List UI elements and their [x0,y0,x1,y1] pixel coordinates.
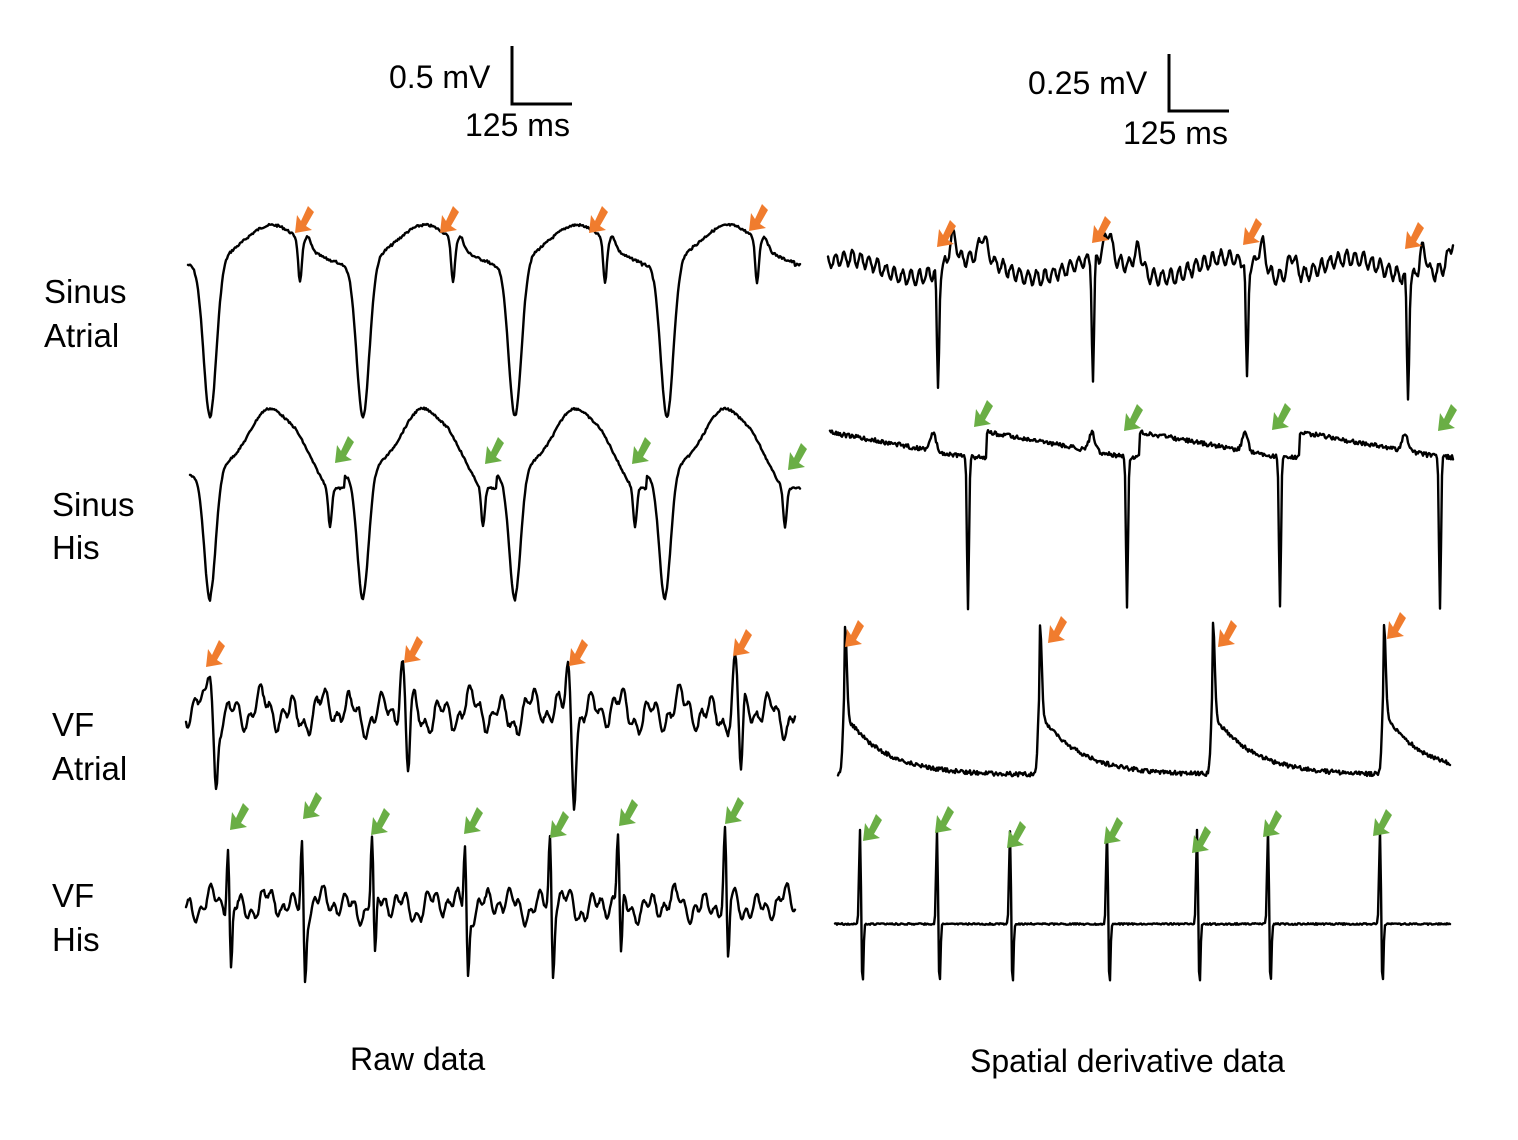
marker-arrow [485,437,504,464]
trace-sinus-his-derivative [828,429,1455,611]
marker-arrow [1272,403,1291,430]
marker-arrow [303,792,322,819]
marker-arrow [1438,404,1457,431]
marker-arrow [295,206,314,233]
row-label-vf-atrial-1: VF [52,706,94,743]
column-label-raw: Raw data [350,1041,485,1077]
row-label-sinus-his-2: His [52,529,100,566]
marker-arrow [725,797,744,824]
marker-arrow [440,206,459,233]
marker-arrow [845,620,864,647]
marker-arrow [1092,216,1111,243]
trace-vf-atrial-raw [184,652,797,811]
marker-arrow [619,799,638,826]
marker-arrow [1243,218,1262,245]
marker-arrow [788,443,807,470]
marker-arrow [206,640,225,667]
row-label-vf-his-1: VF [52,877,94,914]
trace-vf-his-derivative [833,828,1452,982]
derivative-scalebar-voltage: 0.25 mV [1028,65,1148,101]
marker-arrow [1218,620,1237,647]
row-label-vf-his-2: His [52,921,100,958]
column-label-derivative: Spatial derivative data [970,1043,1285,1079]
marker-arrow [589,206,608,233]
marker-arrow [464,807,483,834]
trace-vf-atrial-derivative [836,621,1452,778]
row-label-sinus-atrial-1: Sinus [44,273,127,310]
raw-scalebar-voltage: 0.5 mV [389,59,491,95]
trace-sinus-atrial-derivative [826,228,1455,401]
marker-arrow [632,437,651,464]
marker-arrow [1192,826,1211,853]
marker-arrow [1387,612,1406,639]
trace-sinus-atrial-raw [186,222,802,419]
raw-scalebar-time: 125 ms [465,107,570,143]
trace-vf-his-raw [184,825,797,984]
marker-arrow [1124,404,1143,431]
marker-arrow [749,204,768,231]
derivative-scalebar-time: 125 ms [1123,115,1228,151]
marker-arrow [230,803,249,830]
marker-arrow [1048,616,1067,643]
derivative-scalebar: 0.25 mV 125 ms [1028,54,1229,151]
marker-arrows [206,204,1457,853]
row-label-sinus-atrial-2: Atrial [44,317,119,354]
marker-arrow [404,636,423,663]
marker-arrow [935,806,954,833]
marker-arrow [1263,810,1282,837]
marker-arrow [1405,222,1424,249]
row-label-vf-atrial-2: Atrial [52,750,127,787]
marker-arrow [974,400,993,427]
marker-arrow [335,436,354,463]
derivative-scalebar-lines [1167,54,1229,113]
marker-arrow [863,814,882,841]
raw-scalebar: 0.5 mV 125 ms [389,46,572,143]
marker-arrow [569,639,588,666]
raw-scalebar-lines [510,46,572,106]
row-label-sinus-his-1: Sinus [52,486,135,523]
marker-arrow [1373,809,1392,836]
marker-arrow [550,811,569,838]
marker-arrow [371,808,390,835]
trace-sinus-his-raw [188,406,802,602]
marker-arrow [1007,821,1026,848]
marker-arrow [733,629,752,656]
marker-arrow [1104,817,1123,844]
marker-arrow [937,220,956,247]
